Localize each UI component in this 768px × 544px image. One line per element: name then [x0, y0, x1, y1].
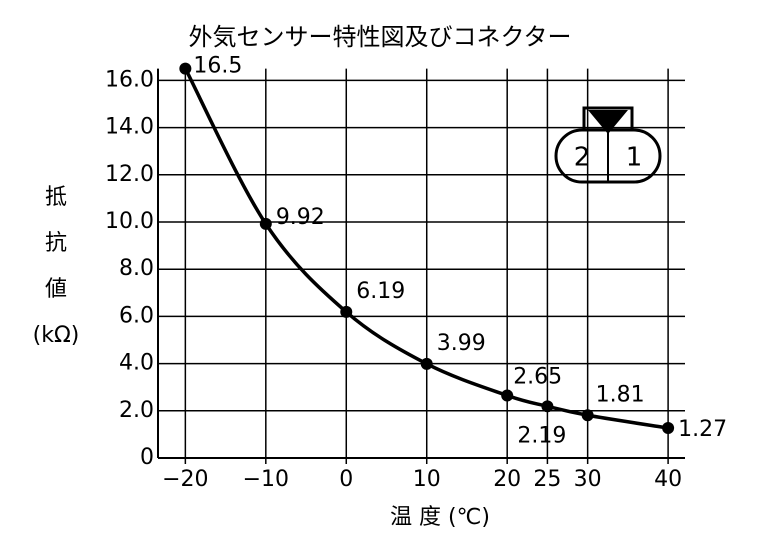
point — [420, 357, 433, 370]
data-label: 6.19 — [356, 279, 405, 304]
y-axis-label: 値 — [45, 277, 67, 302]
y-tick-label: 8.0 — [119, 256, 154, 281]
y-tick-label: 16.0 — [105, 67, 154, 92]
x-axis-label: 温 度 (℃) — [390, 505, 490, 530]
pin-label: 1 — [626, 143, 643, 173]
y-tick-label: 6.0 — [119, 303, 154, 328]
x-tick-label: 40 — [654, 467, 682, 492]
x-tick-label: 20 — [493, 467, 521, 492]
y-tick-label: 4.0 — [119, 351, 154, 376]
y-tick-label: 14.0 — [105, 115, 154, 140]
data-label: 16.5 — [193, 54, 242, 79]
x-tick-label: −20 — [162, 467, 208, 492]
data-label: 9.92 — [276, 205, 325, 230]
point — [501, 389, 514, 402]
point — [259, 217, 272, 230]
data-label: 3.99 — [437, 331, 486, 356]
data-label: 1.27 — [678, 417, 727, 442]
point — [541, 400, 554, 413]
y-tick-label: 10.0 — [105, 209, 154, 234]
x-tick-label: 30 — [574, 467, 602, 492]
y-tick-label: 2.0 — [119, 398, 154, 423]
x-tick-label: 10 — [413, 467, 441, 492]
y-tick-label: 0 — [140, 445, 154, 470]
x-tick-label: −10 — [243, 467, 289, 492]
connector-key — [588, 110, 628, 134]
y-axis-label: 抵 — [45, 185, 67, 210]
x-tick-label: 25 — [533, 467, 561, 492]
y-axis-label: (kΩ) — [33, 323, 80, 348]
chart-title: 外気センサー特性図及びコネクター — [188, 23, 571, 51]
data-label: 1.81 — [596, 382, 645, 407]
y-tick-label: 12.0 — [105, 162, 154, 187]
data-label: 2.19 — [517, 423, 566, 448]
data-label: 2.65 — [513, 364, 562, 389]
pin-label: 2 — [574, 143, 591, 173]
connector: 2 1 — [554, 106, 662, 184]
y-axis-label: 抗 — [45, 231, 67, 256]
x-tick-label: 0 — [339, 467, 353, 492]
point — [179, 62, 192, 75]
point — [581, 409, 594, 422]
point — [662, 422, 675, 435]
point — [340, 305, 353, 318]
